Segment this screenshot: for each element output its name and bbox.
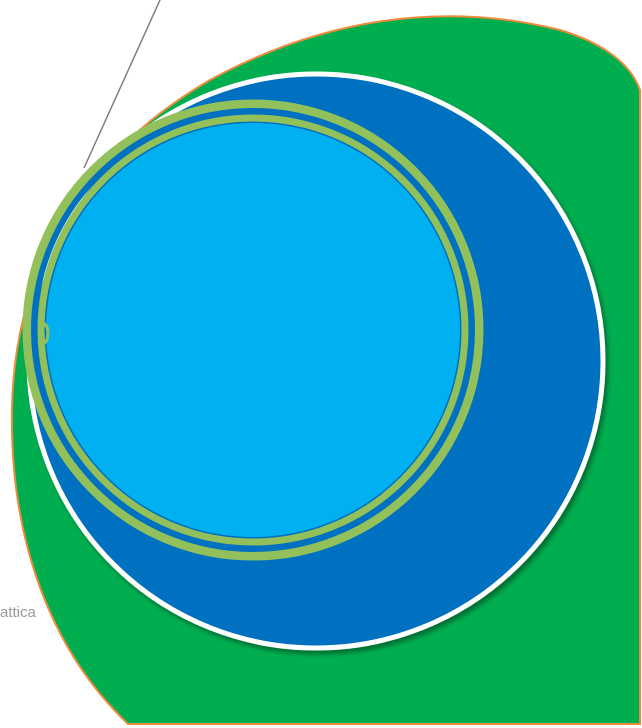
ring-blue-edge [31, 108, 475, 552]
edge-label: attica [0, 604, 36, 621]
green-ring [22, 99, 484, 561]
inner-light-blue-circle [46, 123, 460, 537]
leader-line [83, 0, 161, 169]
bracket-mark [37, 320, 50, 347]
inner-green-ring [37, 114, 469, 546]
